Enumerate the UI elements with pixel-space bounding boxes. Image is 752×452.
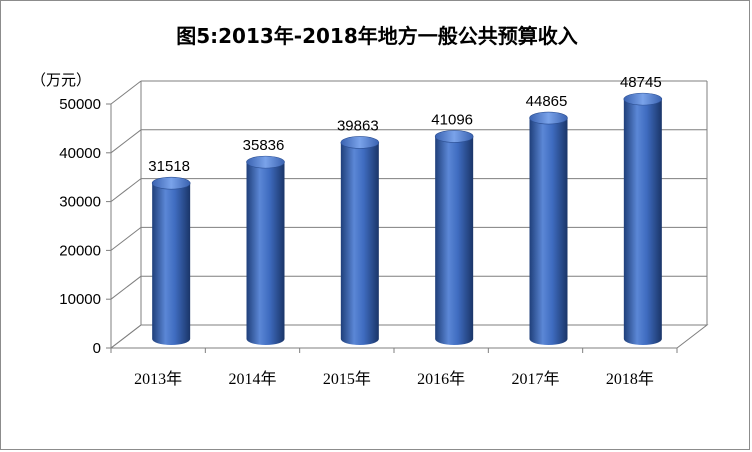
x-tick-label: 2015年 (323, 370, 371, 388)
bar-body (623, 99, 662, 346)
data-label: 41096 (431, 111, 473, 128)
bar-body (246, 162, 285, 345)
bars (151, 92, 663, 346)
bar-body (340, 142, 379, 345)
bar (246, 155, 285, 345)
y-tick-label: 0 (93, 340, 101, 357)
y-tick-label: 10000 (59, 291, 101, 308)
gridline-side (110, 129, 142, 154)
chart-title: 图5:2013年-2018年地方一般公共预算收入 (176, 24, 578, 48)
bar-body (529, 118, 568, 345)
gridline-side (110, 275, 142, 300)
data-labels: 31518 35836 39863 41096 44865 48745 (148, 74, 661, 175)
y-tick-label: 30000 (59, 194, 101, 211)
y-axis-unit-label: （万元） (31, 71, 91, 89)
bar-top (434, 130, 474, 143)
axes (106, 81, 709, 353)
y-axis-ticks: 0 10000 20000 30000 40000 50000 (59, 96, 101, 357)
bar-top (529, 111, 568, 125)
bar-body (152, 183, 191, 345)
x-tick-label: 2014年 (228, 370, 276, 388)
data-label: 35836 (243, 137, 285, 154)
data-label: 39863 (337, 117, 379, 134)
bar-top (246, 155, 285, 169)
gridline-side (110, 178, 142, 202)
x-tick-label: 2016年 (417, 370, 465, 388)
gridline-side (110, 227, 142, 251)
bar-top (340, 136, 380, 149)
gridlines (110, 80, 707, 349)
bar (340, 136, 380, 345)
bar (623, 92, 663, 346)
x-tick-label: 2017年 (511, 370, 559, 388)
bar (529, 111, 568, 345)
data-label: 31518 (148, 158, 190, 175)
bar-top (151, 176, 191, 190)
bar (434, 130, 474, 345)
bar-top (623, 92, 663, 106)
floor (109, 324, 709, 349)
y-tick-label: 20000 (59, 242, 101, 259)
bar (151, 176, 191, 345)
y-tick-label: 50000 (59, 96, 101, 113)
x-axis-ticks: 2013年 2014年 2015年 2016年 2017年 2018年 (134, 370, 654, 388)
data-label: 48745 (620, 74, 662, 91)
x-tick-label: 2013年 (134, 370, 182, 388)
data-label: 44865 (526, 93, 568, 110)
x-tick-label: 2018年 (606, 370, 654, 388)
y-tick-label: 40000 (59, 145, 101, 162)
bar-body (435, 136, 474, 345)
gridline-side (110, 80, 142, 105)
